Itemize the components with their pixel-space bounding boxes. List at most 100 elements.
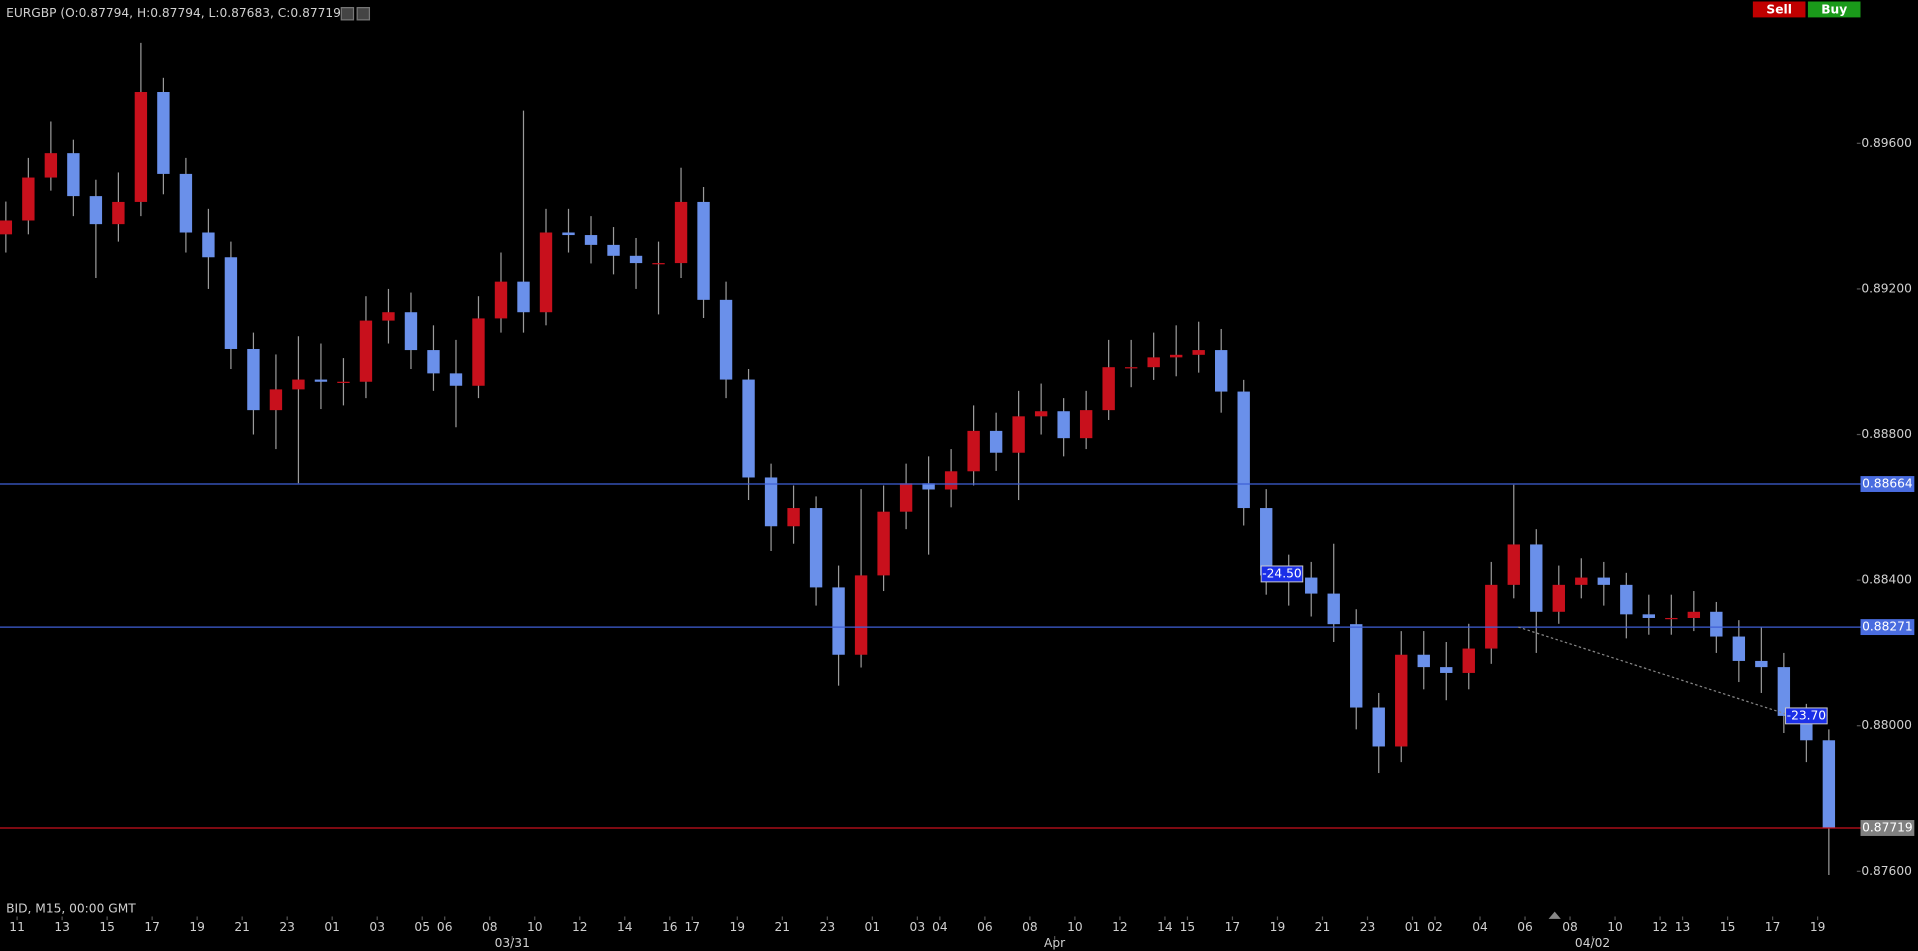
x-tick-label: 01 xyxy=(865,920,881,934)
trendline xyxy=(1518,626,1789,716)
x-tick-label: 01 xyxy=(1405,920,1421,934)
x-tick-label: 19 xyxy=(189,920,205,934)
candle-body xyxy=(1102,367,1115,411)
candle-body xyxy=(1777,667,1791,716)
candle-body xyxy=(629,255,643,264)
date-tick-label: 03/31 xyxy=(495,936,530,950)
price-label: 0.87719 xyxy=(1862,821,1913,835)
x-tick-label: 08 xyxy=(1022,920,1038,934)
x-tick-label: 03 xyxy=(910,920,926,934)
x-tick-label: 23 xyxy=(820,920,836,934)
price-label: 0.88271 xyxy=(1862,620,1913,634)
candle-body xyxy=(1192,350,1205,355)
candle-body xyxy=(269,389,283,411)
candle-body xyxy=(427,350,440,374)
annotation-box xyxy=(1785,707,1828,725)
chart-title: EURGBP (O:0.87794, H:0.87794, L:0.87683,… xyxy=(6,6,346,20)
candle-body xyxy=(742,379,755,478)
x-tick-label: 14 xyxy=(1157,920,1173,934)
candle-body xyxy=(922,483,935,490)
candle-body xyxy=(989,430,1003,453)
candle-body xyxy=(584,235,598,245)
date-tick-label: 04/02 xyxy=(1575,936,1610,950)
candle-body xyxy=(44,153,58,178)
settings-icon[interactable] xyxy=(340,7,355,21)
sell-button[interactable]: Sell xyxy=(1752,1,1806,18)
candle-body xyxy=(652,263,665,265)
x-tick-label: 08 xyxy=(482,920,498,934)
x-tick-label: 23 xyxy=(1360,920,1376,934)
candle-body xyxy=(877,511,890,576)
candle-body xyxy=(719,299,733,380)
y-tick-label: 0.87600 xyxy=(1861,864,1912,878)
candle-body xyxy=(1012,416,1025,453)
candle-body xyxy=(1124,367,1138,369)
y-tick-label: 0.89600 xyxy=(1861,136,1912,150)
candle-body xyxy=(1417,654,1430,668)
candle-body xyxy=(1034,411,1048,417)
candle-body xyxy=(517,281,530,313)
x-tick-label: 06 xyxy=(977,920,993,934)
candle-body xyxy=(359,320,373,382)
close-icon[interactable] xyxy=(356,7,371,21)
x-tick-label: 15 xyxy=(1720,920,1736,934)
x-tick-label: 17 xyxy=(144,920,160,934)
candle-body xyxy=(1597,577,1610,585)
candle-body xyxy=(112,201,125,225)
annotation-label: -24.50 xyxy=(1262,566,1301,580)
candle-body xyxy=(764,477,778,527)
candle-body xyxy=(1732,636,1746,661)
candle-body xyxy=(1665,617,1678,620)
candle-body xyxy=(1485,584,1498,649)
candle-body xyxy=(1822,740,1836,829)
candle-body xyxy=(967,430,980,472)
y-tick-label: 0.89200 xyxy=(1861,281,1912,295)
candle-body xyxy=(1642,614,1656,618)
sell-label[interactable]: Sell xyxy=(1766,3,1791,17)
candle-body xyxy=(494,281,508,319)
buy-button-bg[interactable] xyxy=(1807,1,1861,18)
candle-body xyxy=(1372,707,1385,747)
scroll-marker[interactable] xyxy=(1548,911,1561,919)
x-tick-label: 16 xyxy=(662,920,678,934)
candle-body xyxy=(607,244,620,256)
y-tick-label: 0.88000 xyxy=(1861,718,1912,732)
x-tick-label: 21 xyxy=(775,920,791,934)
candle-body xyxy=(1552,584,1565,612)
buy-label[interactable]: Buy xyxy=(1821,3,1847,17)
candle-body xyxy=(944,471,958,490)
candle-body xyxy=(1147,357,1160,368)
candle-body xyxy=(134,92,148,202)
sell-button-bg[interactable] xyxy=(1752,1,1806,18)
candle-body xyxy=(224,257,238,349)
candle-body xyxy=(292,379,305,390)
x-tick-label: 06 xyxy=(1517,920,1533,934)
price-label-bg xyxy=(1860,820,1915,836)
candle-body xyxy=(899,483,913,512)
x-tick-label: 04 xyxy=(1472,920,1488,934)
x-tick-label: 13 xyxy=(54,920,70,934)
candle-body xyxy=(382,312,395,321)
candle-body xyxy=(562,232,575,236)
candle-body xyxy=(1530,544,1543,612)
x-tick-label: 08 xyxy=(1562,920,1578,934)
candle-body xyxy=(1215,350,1228,392)
x-tick-label: 04 xyxy=(932,920,948,934)
x-tick-label: 21 xyxy=(234,920,250,934)
buy-button[interactable]: Buy xyxy=(1807,1,1861,18)
candle-body xyxy=(832,587,845,655)
x-tick-label: 23 xyxy=(279,920,295,934)
x-tick-label: 10 xyxy=(527,920,543,934)
candle-body xyxy=(314,379,328,382)
candle-body xyxy=(404,312,418,351)
candle-body xyxy=(1620,584,1633,615)
x-tick-label: 01 xyxy=(324,920,340,934)
candle-body xyxy=(0,220,13,235)
candle-body xyxy=(449,373,463,386)
x-tick-label: 05 xyxy=(414,920,430,934)
candle-body xyxy=(1462,648,1475,673)
candle-body xyxy=(1350,624,1363,708)
candle-body xyxy=(1260,508,1273,576)
